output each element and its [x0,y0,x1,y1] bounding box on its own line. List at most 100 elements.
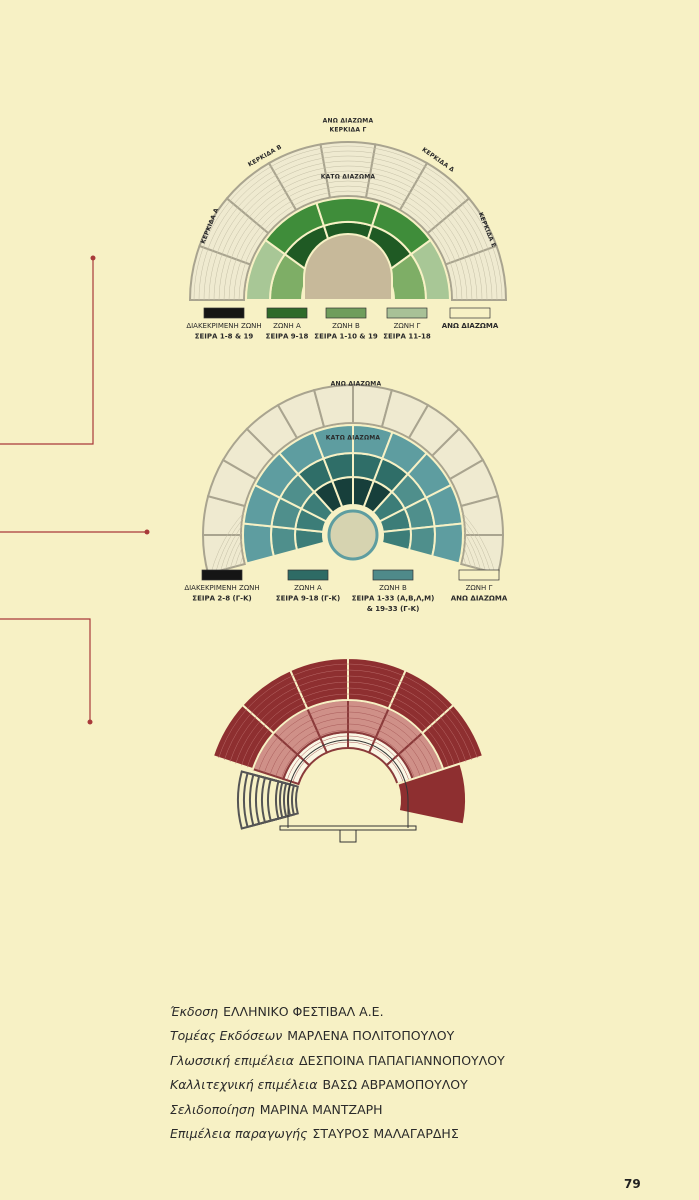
seat-block [243,771,296,829]
credit-name: ΔΕΣΠΟΙΝΑ ΠΑΠΑΓΙΑΝΝΟΠΟΥΛΟΥ [299,1052,505,1068]
seat-row [198,150,498,301]
credit-role: Γλωσσική επιμέλεια [170,1052,295,1068]
legend-text: ΔΙΑΚΕΚΡΙΜΕΝΗ ΖΩΝΗ [184,584,259,592]
seat-row [286,735,410,781]
rule-dot [87,719,93,725]
diagram-label: ΑΝΩ ΔΙΑΖΩΜΑ [323,118,374,125]
legend-swatch [372,569,414,581]
seat-block [407,525,436,558]
seating-shapes [188,141,508,843]
seat-row [223,175,473,301]
legend-swatch [203,307,245,319]
seat-row [269,717,427,775]
legend-text: ΖΩΝΗ Γ [394,322,421,330]
rule-dot [144,529,150,535]
stage [279,825,417,831]
credit-name: ΜΑΡΛΕΝΑ ΠΟΛΙΤΟΠΟΥΛΟΥ [287,1028,455,1044]
seat-row [264,711,432,773]
seat-row [241,687,455,766]
legend-text: ΣΕΙΡΑ 1-33 (Α,Β,Λ,Μ) [352,595,435,603]
seat-row [218,170,478,301]
credit-name: ΕΛΛΗΝΙΚΟ ΦΕΣΤΙΒΑΛ Α.Ε. [223,1004,384,1019]
page-number: 79 [624,1177,641,1191]
seat-block [380,527,412,552]
legend-text: ΣΕΙΡΑ 1-8 & 19 [195,333,254,341]
seat-row [238,190,458,301]
legend-text: ΣΕΙΡΑ 11-18 [383,333,431,341]
seat-row [203,155,493,301]
credit-role: Τομέας Εκδόσεων [170,1028,283,1044]
credit-role: Σελιδοποίηση [170,1101,255,1117]
legend-text: ΣΕΙΡΑ 1-10 & 19 [314,333,378,341]
orchestra [327,509,379,561]
legend-text: ΣΕΙΡΑ 2-8 (Γ-Κ) [192,595,251,603]
credit-line: Επιμέλεια παραγωγής ΣΤΑΥΡΟΣ ΜΑΛΑΓΑΡΔΗΣ [170,1126,459,1141]
seat-row [228,180,468,301]
seat-row [235,681,461,764]
legend-swatch [266,307,308,319]
rule-dot [90,255,96,261]
diagram-label: ΚΑΤΩ ΔΙΑΖΩΜΑ [321,174,376,181]
credit-line: Καλλιτεχνική επιμέλεια ΒΑΣΩ ΑΒΡΑΜΟΠΟΥΛΟΥ [170,1077,468,1092]
seat-row [246,693,450,768]
legend-swatch [201,569,243,581]
seat-row [218,663,478,759]
legend-text: ΖΩΝΗ Γ [466,584,493,592]
seat-row [213,165,483,301]
credit-role: Καλλιτεχνική επιμέλεια [170,1077,318,1093]
credit-role: Έκδοση [170,1004,219,1019]
legend-text: ΣΕΙΡΑ 9-18 [266,333,309,341]
legend-text: ΖΩΝΗ Α [273,322,301,330]
diagram-label: ΑΝΩ ΔΙΑΖΩΜΑ [331,381,382,388]
seat-row [275,723,421,777]
credit-line: Σελιδοποίηση ΜΑΡΙΝΑ ΜΑΝΤΖΑΡΗ [170,1102,383,1117]
seat-row [193,145,503,301]
seat-block [237,770,299,830]
seat-block [267,778,280,822]
seat-block [315,197,381,228]
seat-block [396,762,467,826]
orchestra-outline [287,739,409,828]
credit-line: Τομέας Εκδόσεων ΜΑΡΛΕΝΑ ΠΟΛΙΤΟΠΟΥΛΟΥ [170,1028,454,1043]
seat-row [224,669,472,760]
legend-text: ΔΙΑΚΕΚΡΙΜΕΝΗ ΖΩΝΗ [186,322,261,330]
seat-block [409,238,452,301]
credit-line: Έκδοση ΕΛΛΗΝΙΚΟ ΦΕΣΤΙΒΑΛ Α.Ε. [170,1004,384,1019]
credit-name: ΜΑΡΙΝΑ ΜΑΝΤΖΑΡΗ [259,1101,383,1117]
seat-block [249,773,292,827]
legend-text: ΖΩΝΗ Β [332,322,360,330]
seat-row [229,675,467,762]
diagram-label: ΚΕΡΚΙΔΑ Γ [329,127,366,134]
legend-text: ΖΩΝΗ Α [294,584,322,592]
legend-text: ΖΩΝΗ Β [379,584,407,592]
red-rules [0,258,147,722]
seat-block [242,522,276,565]
orchestra [303,233,393,301]
stage-steps [339,829,357,843]
seat-block [444,244,508,301]
legend-swatch [325,307,367,319]
seat-row [208,160,488,301]
seat-row [258,705,438,772]
seat-block [270,525,299,558]
legend-text: & 19-33 (Γ-Κ) [367,605,420,613]
seat-row [233,185,463,301]
rule [0,618,91,722]
legend-swatch [287,569,329,581]
legend-text: ΑΝΩ ΔΙΑΖΩΜΑ [442,322,499,330]
seat-block [430,522,464,565]
legend-text: ΣΕΙΡΑ 9-18 (Γ-Κ) [276,595,340,603]
rule [0,258,94,445]
credit-name: ΒΑΣΩ ΑΒΡΑΜΟΠΟΥΛΟΥ [322,1077,468,1093]
seat-block [261,776,284,824]
credit-name: ΣΤΑΥΡΟΣ ΜΑΛΑΓΑΡΔΗΣ [312,1126,459,1141]
legends: ΔΙΑΚΕΚΡΙΜΕΝΗ ΖΩΝΗ ΣΕΙΡΑ 1-8 & 19 ΖΩΝΗ Α ΣΕΙ… [184,307,508,613]
legend-text: ΑΝΩ ΔΙΑΖΩΜΑ [451,595,508,603]
legend-swatch [458,569,500,581]
seat-row [292,741,404,783]
credit-line: Γλωσσική επιμέλεια ΔΕΣΠΟΙΝΑ ΠΑΠΑΓΙΑΝΝΟΠΟΥ… [170,1053,505,1068]
diagram-label: ΚΑΤΩ ΔΙΑΖΩΜΑ [326,435,381,442]
legend-swatch [449,307,491,319]
